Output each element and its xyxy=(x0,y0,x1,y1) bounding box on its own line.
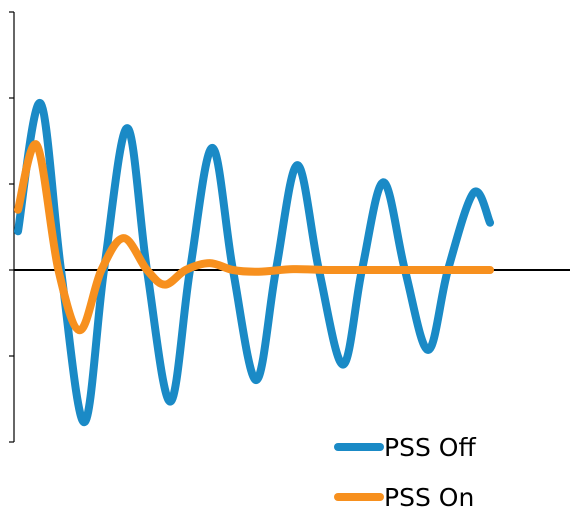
series-line xyxy=(14,140,495,335)
series-line xyxy=(14,99,495,427)
legend-label: PSS Off xyxy=(384,433,476,462)
legend-label: PSS On xyxy=(384,483,474,512)
